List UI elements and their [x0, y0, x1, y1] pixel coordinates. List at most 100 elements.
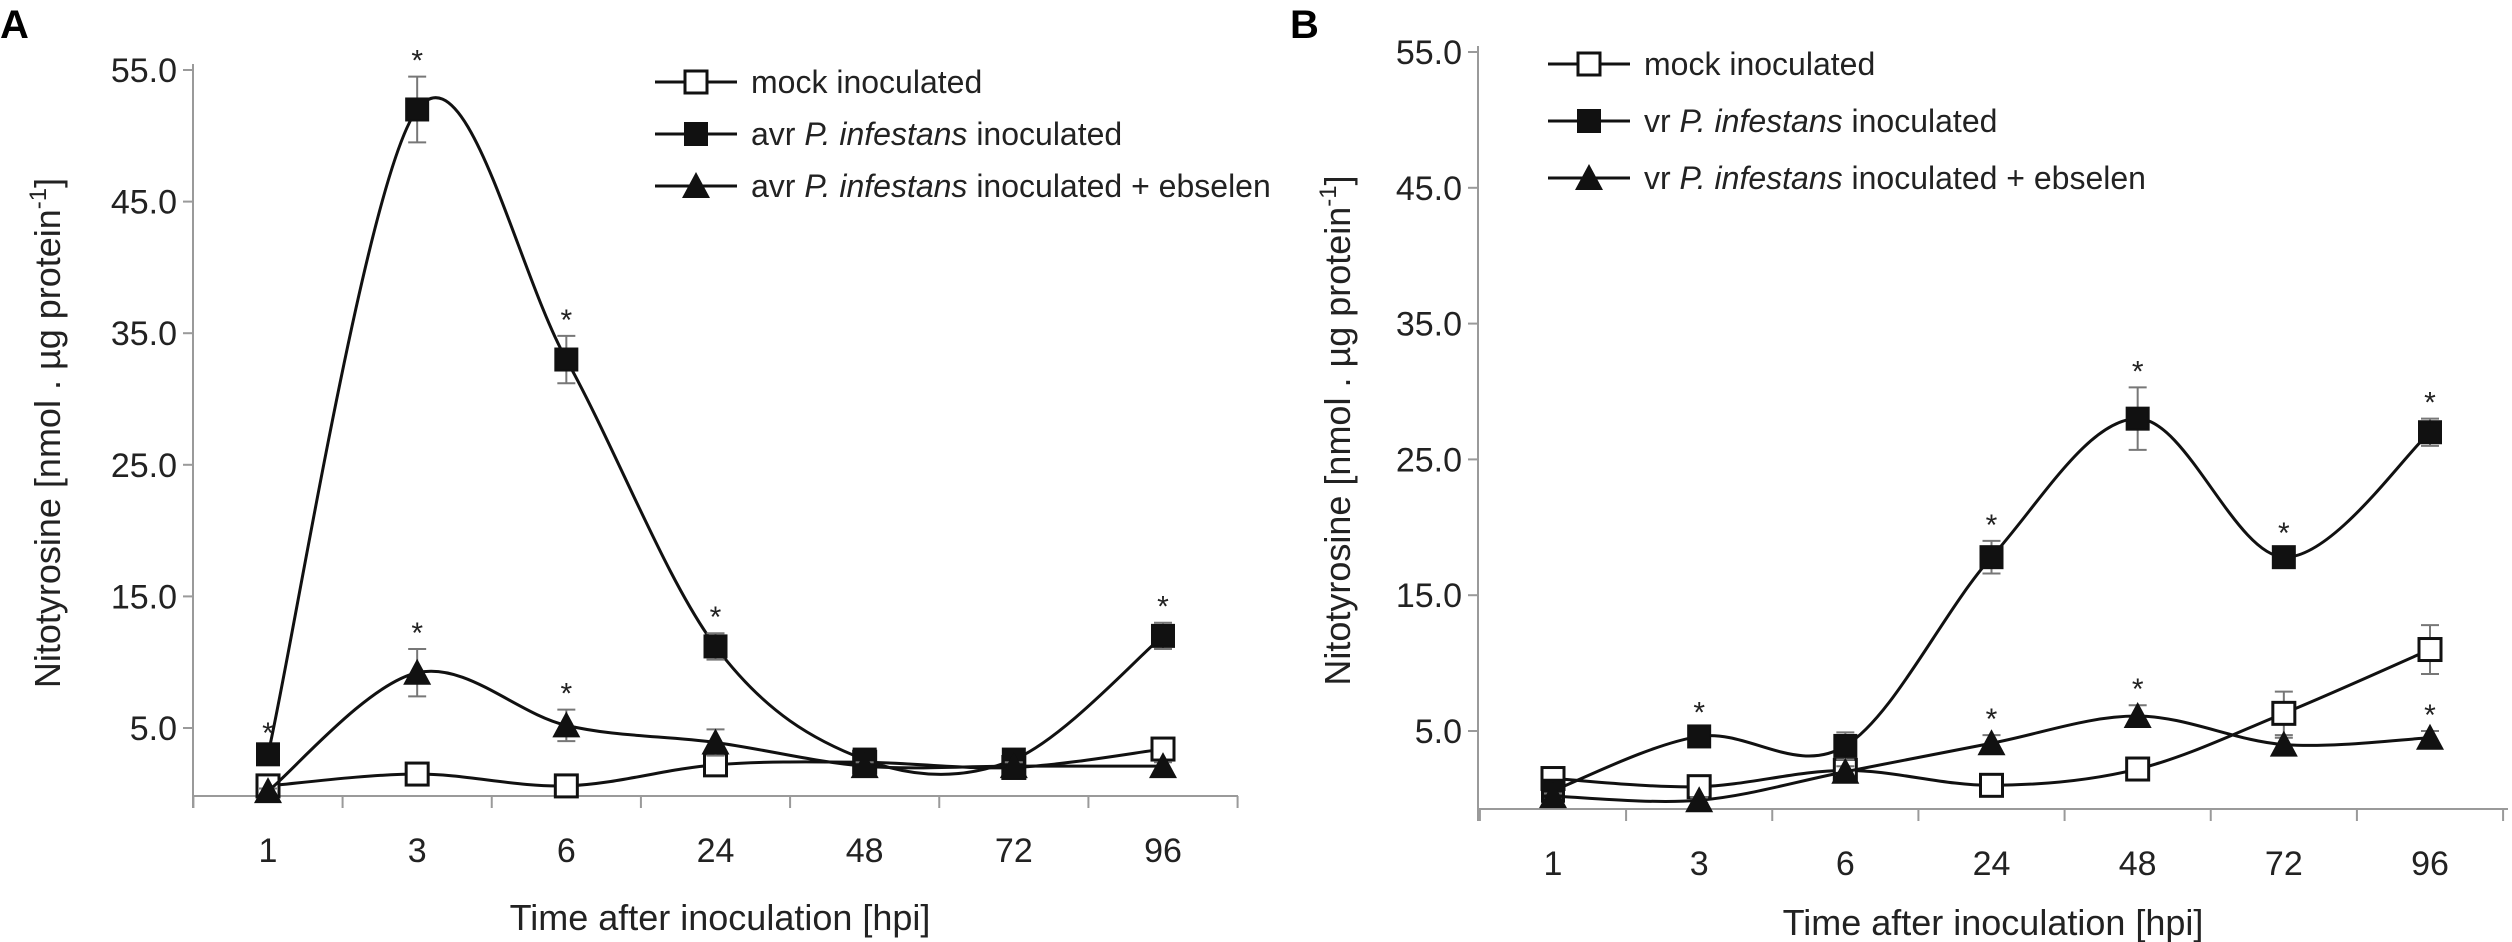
panel-b-series-2: * * * * * [1541, 355, 2442, 803]
panel-a-series-2: * * * * * [256, 45, 1175, 776]
panel-b-legend: mock inoculated vr P. infestans inoculate… [1548, 46, 2146, 196]
panel-b-series-2-point [2418, 420, 2442, 445]
panel-b-series-3: * * * [1539, 673, 2444, 813]
panel-a-series-2-point [405, 97, 430, 122]
panel-a-x-tick-label: 72 [995, 832, 1033, 870]
panel-b-series-3-point [1539, 782, 1567, 809]
panel-b-legend-label: mock inoculated [1644, 46, 1875, 82]
panel-a-y-tick-label: 15.0 [111, 578, 177, 616]
panel-a-legend-label: avr P. infestans inoculated [751, 116, 1122, 152]
panel-b-series-1-point [2125, 756, 2151, 782]
panel-a-y-axis-title: Nitotyrosine [nmol . µg protein-1] [25, 178, 68, 688]
panel-b-series-1-point [2417, 637, 2443, 663]
panel-a-legend-label: avr P. infestans inoculated + ebselen [751, 168, 1271, 204]
panel-a-significance-star: * [710, 601, 722, 634]
panel-b-legend-marker [1575, 164, 1603, 190]
panel-b-legend-marker [1577, 109, 1601, 133]
panel-b-legend-label: vr P. infestans inoculated + ebselen [1644, 160, 2146, 196]
panel-a-significance-star: * [1157, 591, 1169, 624]
panel-b-y-tick-label: 35.0 [1396, 306, 1462, 344]
panel-a-series-3-point [254, 777, 282, 804]
panel-b-x-tick-label: 96 [2411, 845, 2449, 883]
panel-a-series-1-point [404, 761, 430, 787]
panel-a-significance-star: * [560, 678, 572, 711]
panel-b-series-2-point [1833, 733, 1858, 758]
panel-a-significance-star: * [262, 717, 274, 750]
panel-b-y-axis-title: Nitotyrosine [nmol . µg protein-1] [1315, 175, 1358, 685]
panel-b-y-tick-label: 5.0 [1415, 713, 1462, 751]
panel-a-y-tick-label: 25.0 [111, 447, 177, 485]
panel-b-chart: B 5.0 15.0 25.0 35.0 45.0 55.0 1 3 6 24 48 72 96 Time … [1290, 3, 2508, 942]
panel-b-series-2-point [2271, 545, 2296, 570]
panel-a-legend: mock inoculated avr P. infestans inoculat… [655, 64, 1271, 204]
panel-a-x-tick-label: 6 [557, 832, 576, 870]
panel-b-series-2-point [1979, 545, 2004, 570]
panel-b-significance-star: * [1986, 509, 1998, 542]
panel-b-series-3-point [2416, 723, 2444, 750]
panel-a-legend-marker [683, 69, 709, 95]
panel-b-x-tick-label: 72 [2265, 845, 2303, 883]
panel-a-legend-marker [682, 172, 710, 198]
panel-b-x-axis-title: Time after inoculation [hpi] [1783, 902, 2204, 942]
panel-b-series-3-point [1977, 729, 2006, 756]
panel-a-y-tick-label: 55.0 [111, 52, 177, 90]
panel-b-label: B [1290, 3, 1319, 47]
panel-b-x-tick-label: 6 [1836, 845, 1855, 883]
panel-b-series-2-point [1687, 724, 1712, 749]
panel-a-x-tick-label: 1 [259, 832, 278, 870]
panel-a-series-3-point [850, 752, 879, 779]
panel-b-legend-label: vr P. infestans inoculated [1644, 103, 1997, 139]
panel-a-series-3-point [1149, 752, 1177, 779]
panel-a-x-tick-label: 96 [1144, 832, 1182, 870]
panel-a-x-tick-label: 48 [846, 832, 884, 870]
panel-b-x-tick-label: 1 [1544, 845, 1563, 883]
panel-a-y-tick-label: 45.0 [111, 184, 177, 222]
panel-b-significance-star: * [1986, 703, 1998, 736]
panel-a-x-axis-title: Time after inoculation [hpi] [510, 897, 931, 938]
panel-b-series-1-point [2271, 700, 2297, 726]
panel-b-significance-star: * [1693, 696, 1705, 729]
panel-b-y-tick-label: 15.0 [1396, 577, 1462, 615]
panel-a-series-3: ** [254, 617, 1177, 804]
panel-a-significance-star: * [411, 617, 423, 650]
panel-a-legend-marker [684, 122, 708, 146]
panel-a-series-2-point [554, 347, 579, 372]
panel-a-x-tick-label: 3 [408, 832, 427, 870]
panel-b-legend-marker [1576, 51, 1602, 77]
panel-a-x-tick-label: 24 [697, 832, 735, 870]
panel-b-x-tick-label: 3 [1690, 845, 1709, 883]
panel-b-series-2-point [2125, 406, 2150, 431]
panel-b-series-3-point [1831, 757, 1860, 784]
panel-a-series-3-point [552, 711, 581, 738]
panel-b-series-3-point [2269, 730, 2298, 757]
panel-a-chart: A 5.0 15.0 25.0 35.0 45.0 55.0 1 3 6 24 48 72 96 Time … [0, 3, 1271, 938]
panel-a-series-2-point [703, 634, 728, 659]
panel-b-significance-star: * [2424, 699, 2436, 732]
panel-b-x-tick-label: 24 [1973, 845, 2011, 883]
panel-b-significance-star: * [2424, 387, 2436, 420]
panel-b-series-3-point [1685, 786, 1714, 813]
panel-a-y-tick-label: 35.0 [111, 315, 177, 353]
panel-b-x-tick-label: 48 [2119, 845, 2157, 883]
panel-a-series-3-point [999, 752, 1028, 779]
panel-b-y-tick-label: 55.0 [1396, 34, 1462, 72]
panel-a-series-2-point [256, 742, 280, 767]
panel-a-series-3-point [701, 728, 730, 755]
panel-a-significance-star: * [560, 304, 572, 337]
panel-b-y-tick-label: 25.0 [1396, 441, 1462, 479]
panel-b-significance-star: * [2278, 517, 2290, 550]
panel-a-series-1-point [553, 773, 579, 799]
panel-a-label: A [0, 3, 29, 47]
panel-a-legend-label: mock inoculated [751, 64, 982, 100]
panel-a-series-3-point [403, 658, 432, 685]
panel-b-series-3-point [2123, 702, 2152, 729]
panel-b-significance-star: * [2132, 355, 2144, 388]
panel-b-significance-star: * [2132, 673, 2144, 706]
panel-a-series-2-point [1151, 623, 1175, 648]
panel-a-y-tick-label: 5.0 [130, 710, 177, 748]
panel-a-significance-star: * [411, 45, 423, 78]
panel-b-series-1-point [1979, 772, 2004, 798]
panel-b-y-tick-label: 45.0 [1396, 170, 1462, 208]
panel-a-series-1-point [703, 752, 728, 778]
